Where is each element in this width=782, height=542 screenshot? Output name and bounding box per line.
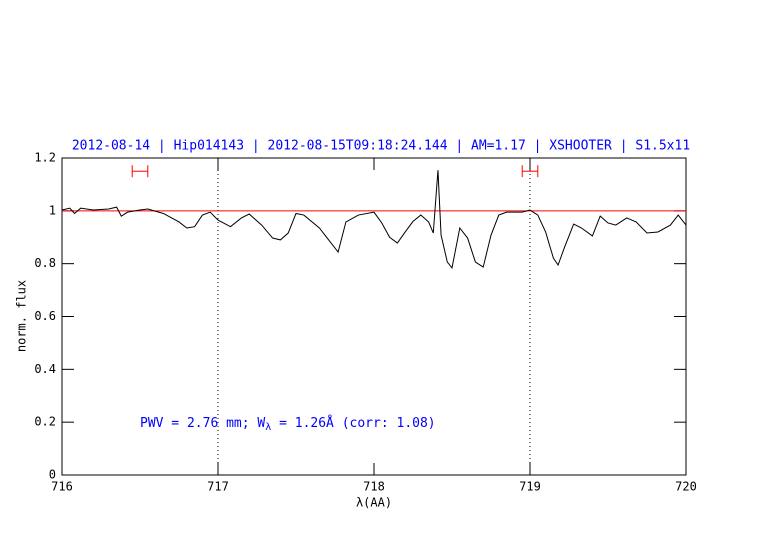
y-tick-label: 0.6 (34, 309, 56, 323)
chart-title: 2012-08-14 | Hip014143 | 2012-08-15T09:1… (72, 139, 690, 154)
x-tick-label: 719 (519, 480, 541, 494)
y-tick-label: 0 (49, 468, 56, 482)
annotation-subscript: λ (265, 422, 271, 433)
x-tick-label: 718 (363, 480, 385, 494)
range-marker (131, 165, 149, 178)
x-tick-label: 717 (207, 480, 229, 494)
annotation: PWV = 2.76 mm; Wλ = 1.26Å (corr: 1.08) (140, 415, 436, 434)
range-marker (521, 165, 539, 178)
y-tick-label: 0.4 (34, 362, 56, 376)
x-tick-label: 716 (51, 480, 73, 494)
x-tick-label: 720 (675, 480, 697, 494)
y-tick-label: 1.2 (34, 151, 56, 165)
y-tick-label: 0.2 (34, 415, 56, 429)
y-axis-label: norm. flux (15, 280, 29, 352)
annotation-part: = 1.26Å (corr: 1.08) (271, 415, 435, 431)
x-axis-label: λ(AA) (356, 496, 392, 510)
y-tick-label: 1 (49, 203, 56, 217)
spectrum-line (61, 170, 687, 270)
annotation-part: PWV = 2.76 mm; W (140, 416, 265, 431)
y-tick-label: 0.8 (34, 256, 56, 270)
